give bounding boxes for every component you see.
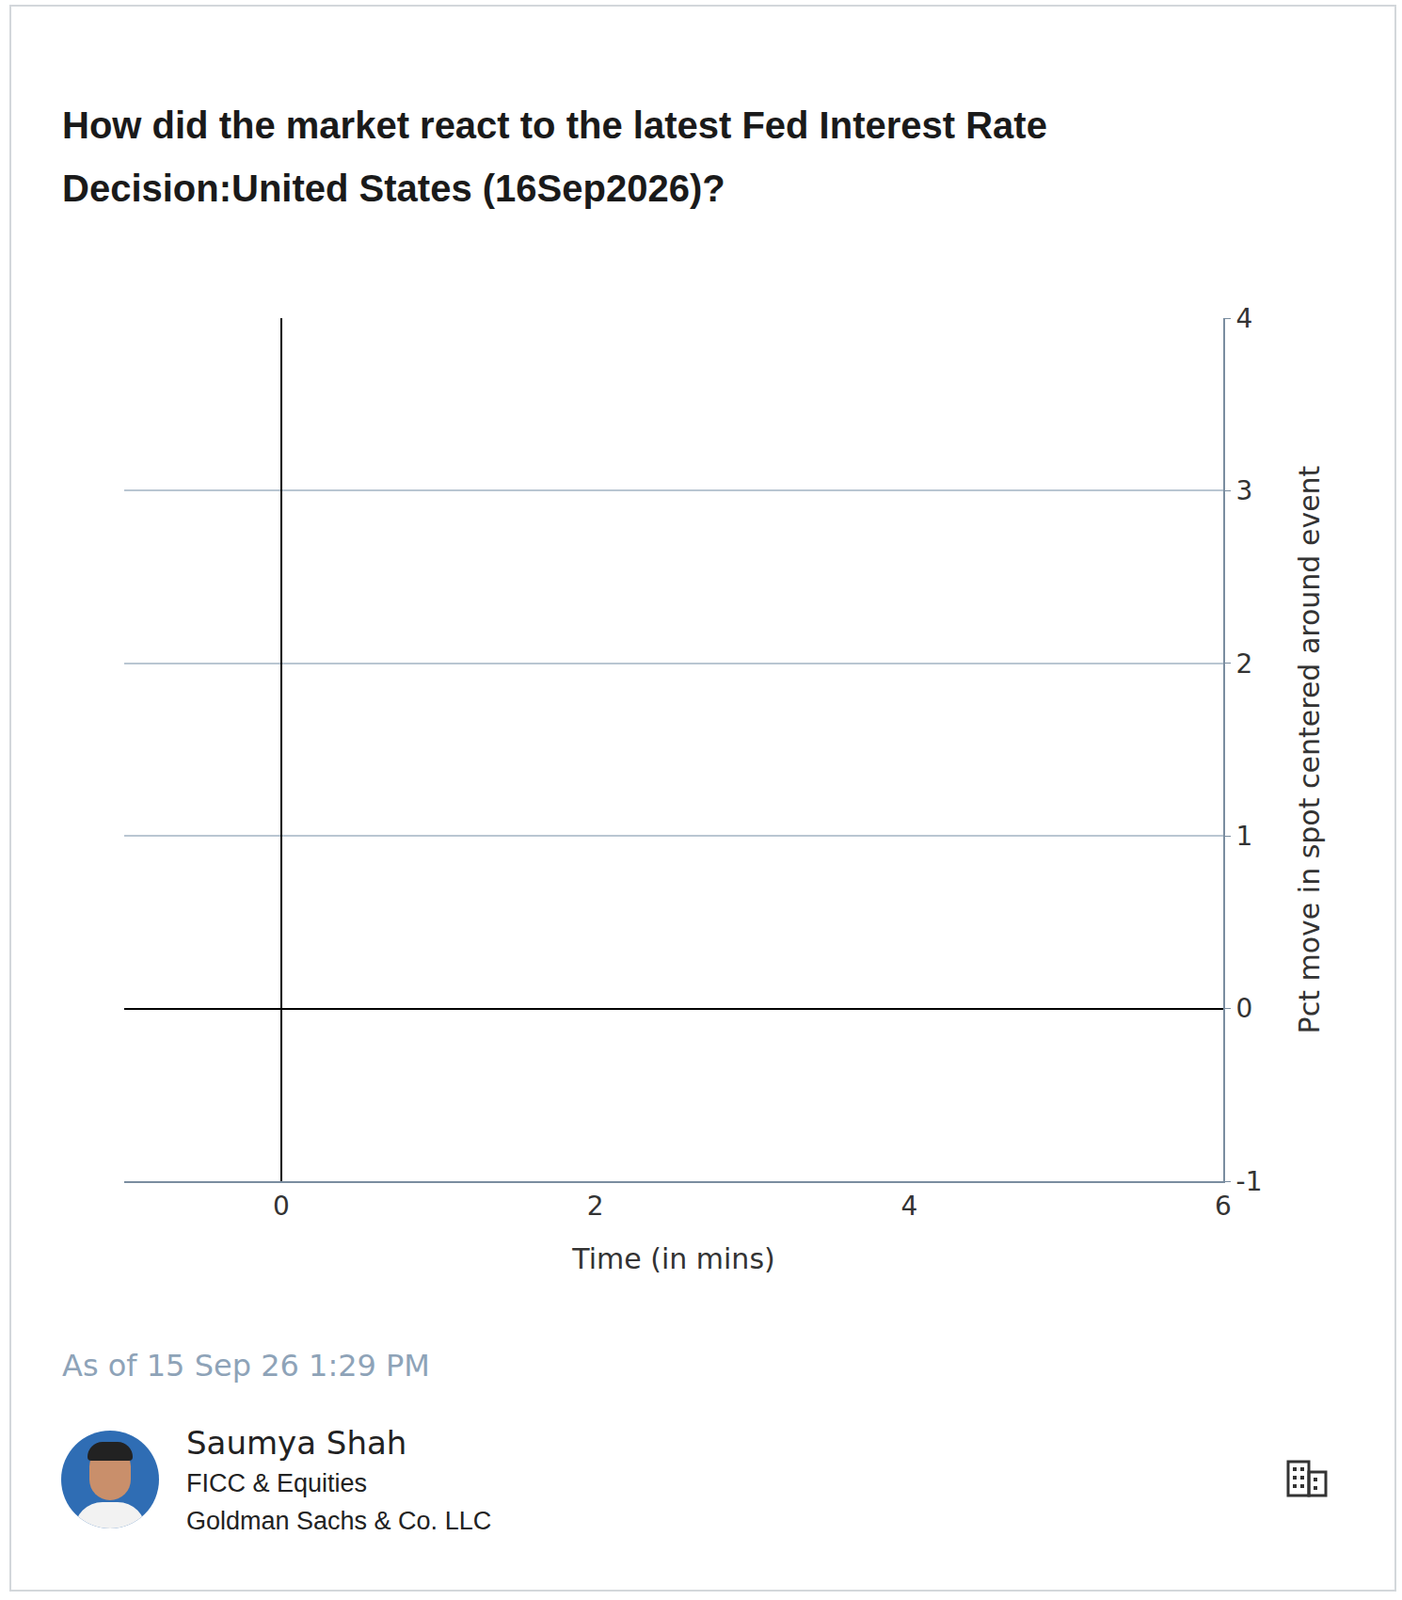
svg-text:6: 6 — [1214, 1190, 1232, 1222]
svg-text:2: 2 — [587, 1190, 605, 1222]
svg-text:0: 0 — [272, 1190, 290, 1222]
html-text:As of 15 Sep 26 1:29 PM: As of 15 Sep 26 1:29 PM — [62, 1347, 431, 1384]
svg-text:-1: -1 — [1236, 1165, 1263, 1197]
svg-text:1: 1 — [1236, 820, 1254, 852]
svg-text:0: 0 — [1236, 992, 1254, 1024]
html-text:FICC & Equities: FICC & Equities — [186, 1468, 368, 1498]
svg-text:4: 4 — [900, 1190, 918, 1222]
svg-text:2: 2 — [1236, 648, 1254, 680]
svg-text:4: 4 — [1236, 302, 1254, 335]
html-text:How did the market react to th: How did the market react to the latest F… — [62, 104, 1048, 209]
html-text:Saumya Shah: Saumya Shah — [186, 1423, 407, 1462]
html-text:Goldman Sachs & Co. LLC: Goldman Sachs & Co. LLC — [186, 1506, 492, 1535]
svg-text:3: 3 — [1236, 475, 1254, 507]
svg-text:Pct move in spot centered arou: Pct move in spot centered around event — [1292, 464, 1326, 1034]
svg-text:Time (in mins): Time (in mins) — [571, 1242, 775, 1275]
